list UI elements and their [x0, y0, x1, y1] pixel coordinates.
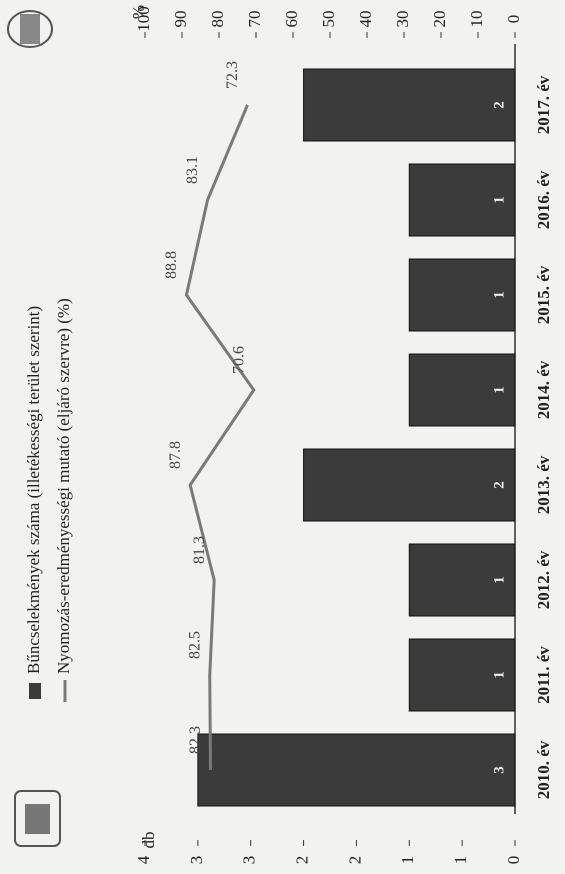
line-label: 87.8	[167, 441, 184, 469]
y2-tick-label: 0	[504, 15, 523, 24]
bar	[197, 733, 516, 807]
legend-swatch	[29, 683, 41, 699]
bar	[303, 448, 516, 522]
bar-label: 1	[491, 386, 507, 394]
y2-tick-label: 100	[134, 6, 153, 32]
line-label: 70.6	[230, 346, 247, 374]
bar-label: 1	[491, 291, 507, 299]
x-tick-label: 2011. év	[534, 646, 553, 704]
y2-tick-label: 60	[282, 11, 301, 28]
y2-tick-label: 70	[245, 11, 264, 28]
y2-axis-label: %	[129, 5, 148, 19]
y2-tick-label: 40	[356, 11, 375, 28]
legend-label: Bűncselekmények száma (illetékességi ter…	[24, 306, 43, 674]
line-label: 72.3	[224, 61, 241, 89]
y-tick-label: 1	[398, 856, 417, 865]
x-tick-label: 2010. év	[534, 740, 553, 799]
bar-label: 1	[491, 576, 507, 584]
y2-tick-label: 90	[171, 11, 190, 28]
y-tick-label: 2	[292, 856, 311, 865]
y2-tick-label: 20	[430, 11, 449, 28]
y2-tick-label: 10	[467, 11, 486, 28]
logo-right	[14, 790, 61, 847]
bar	[408, 163, 516, 237]
bar	[408, 543, 516, 617]
y-tick-label: 4	[134, 855, 153, 864]
bar-label: 1	[491, 671, 507, 679]
legend-label: Nyomozás-eredményességi mutató (eljáró s…	[54, 298, 73, 674]
x-tick-label: 2012. év	[534, 550, 553, 609]
line-label: 82.3	[187, 726, 204, 754]
line-label: 81.3	[191, 536, 208, 564]
line-label: 83.1	[184, 156, 201, 184]
y-axis-label: db	[139, 832, 158, 849]
y-tick-label: 0	[504, 856, 523, 865]
bar-label: 3	[491, 766, 507, 774]
x-tick-label: 2014. év	[534, 360, 553, 419]
bar-label: 2	[491, 481, 507, 489]
y-tick-label: 1	[451, 856, 470, 865]
bar	[408, 353, 516, 427]
bar	[303, 68, 516, 142]
bar-label: 2	[491, 101, 507, 109]
bar-label: 1	[491, 196, 507, 204]
y-tick-label: 3	[240, 856, 259, 865]
bar	[408, 638, 516, 712]
line-label: 88.8	[163, 251, 180, 279]
x-tick-label: 2013. év	[534, 455, 553, 514]
y-tick-label: 2	[345, 856, 364, 865]
y2-tick-label: 50	[319, 11, 338, 28]
bar	[408, 258, 516, 332]
logo-left	[7, 10, 53, 48]
y2-tick-label: 80	[208, 11, 227, 28]
line	[184, 104, 256, 771]
y2-tick-label: 30	[393, 11, 412, 28]
y-tick-label: 3	[187, 856, 206, 865]
x-tick-label: 2015. év	[534, 265, 553, 324]
x-tick-label: 2016. év	[534, 170, 553, 229]
line-label: 82.5	[186, 631, 203, 659]
x-tick-label: 2017. év	[534, 75, 553, 134]
